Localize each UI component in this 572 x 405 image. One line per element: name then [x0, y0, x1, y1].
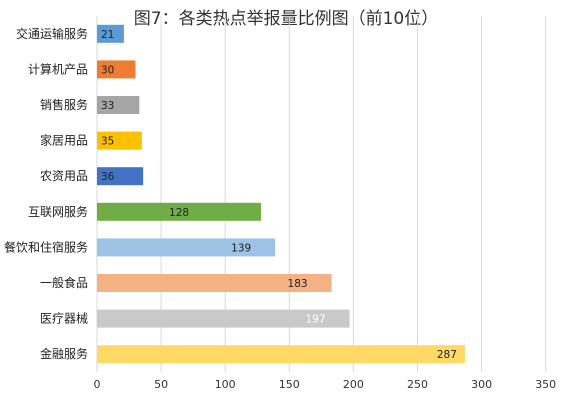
category-label: 餐饮和住宿服务 — [4, 239, 88, 254]
x-tick-label: 50 — [154, 378, 168, 391]
x-tick-label: 150 — [279, 378, 300, 391]
bar — [97, 60, 136, 79]
data-label: 287 — [437, 349, 457, 361]
data-label: 30 — [101, 64, 114, 76]
bar — [97, 345, 465, 364]
bar — [97, 238, 276, 257]
category-label: 一般食品 — [40, 275, 88, 290]
data-label: 183 — [288, 278, 308, 290]
bar — [97, 274, 332, 292]
x-tick-label: 0 — [94, 378, 101, 391]
bar — [97, 131, 142, 150]
category-label: 互联网服务 — [28, 204, 88, 219]
x-tick-label: 250 — [407, 378, 428, 391]
data-label: 33 — [101, 100, 114, 112]
bar — [97, 202, 262, 221]
bar — [97, 309, 350, 328]
category-label: 农资用品 — [40, 169, 88, 183]
data-label: 128 — [169, 207, 189, 219]
category-label: 医疗器械 — [40, 311, 88, 326]
bar — [97, 167, 144, 186]
data-label: 35 — [101, 136, 114, 148]
bar — [97, 96, 140, 114]
x-tick-label: 200 — [343, 378, 364, 391]
category-label: 交通运输服务 — [16, 26, 88, 41]
data-label: 21 — [101, 29, 114, 41]
x-tick-label: 350 — [535, 378, 556, 391]
chart-title: 图7：各类热点举报量比例图（前10位） — [133, 9, 439, 29]
data-label: 139 — [231, 242, 251, 254]
category-label: 计算机产品 — [28, 61, 88, 76]
category-label: 销售服务 — [40, 97, 88, 112]
data-label: 36 — [101, 171, 115, 183]
x-tick-label: 300 — [471, 378, 492, 391]
x-tick-label: 100 — [215, 378, 236, 391]
data-label: 197 — [306, 314, 326, 326]
category-label: 家居用品 — [40, 133, 88, 148]
category-label: 金融服务 — [40, 346, 88, 361]
bar — [97, 24, 124, 43]
